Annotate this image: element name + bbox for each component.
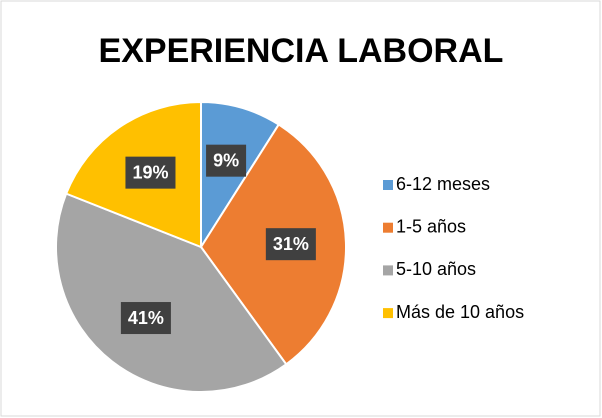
data-label-text: 31%: [273, 234, 309, 254]
data-label: 19%: [125, 156, 176, 189]
legend-swatch: [383, 308, 393, 319]
data-label-text: 19%: [132, 162, 168, 182]
legend-swatch: [383, 222, 393, 233]
legend-swatch: [383, 265, 393, 276]
legend-label: Más de 10 años: [396, 302, 524, 322]
data-label: 31%: [265, 228, 316, 261]
data-label-box: [265, 228, 316, 261]
data-label-box: [206, 144, 247, 177]
data-label: 41%: [120, 302, 171, 335]
data-label: 9%: [206, 144, 247, 177]
legend-label: 5-10 años: [396, 259, 476, 279]
data-label-text: 9%: [213, 150, 239, 170]
data-label-box: [125, 156, 176, 189]
legend-label: 6-12 meses: [396, 174, 490, 194]
chart-title: EXPERIENCIA LABORAL: [99, 32, 504, 70]
data-label-box: [120, 302, 171, 335]
pie-slice: [55, 192, 288, 393]
legend-label: 1-5 años: [396, 216, 466, 236]
legend-swatch: [383, 180, 393, 190]
data-label-text: 41%: [128, 308, 164, 328]
